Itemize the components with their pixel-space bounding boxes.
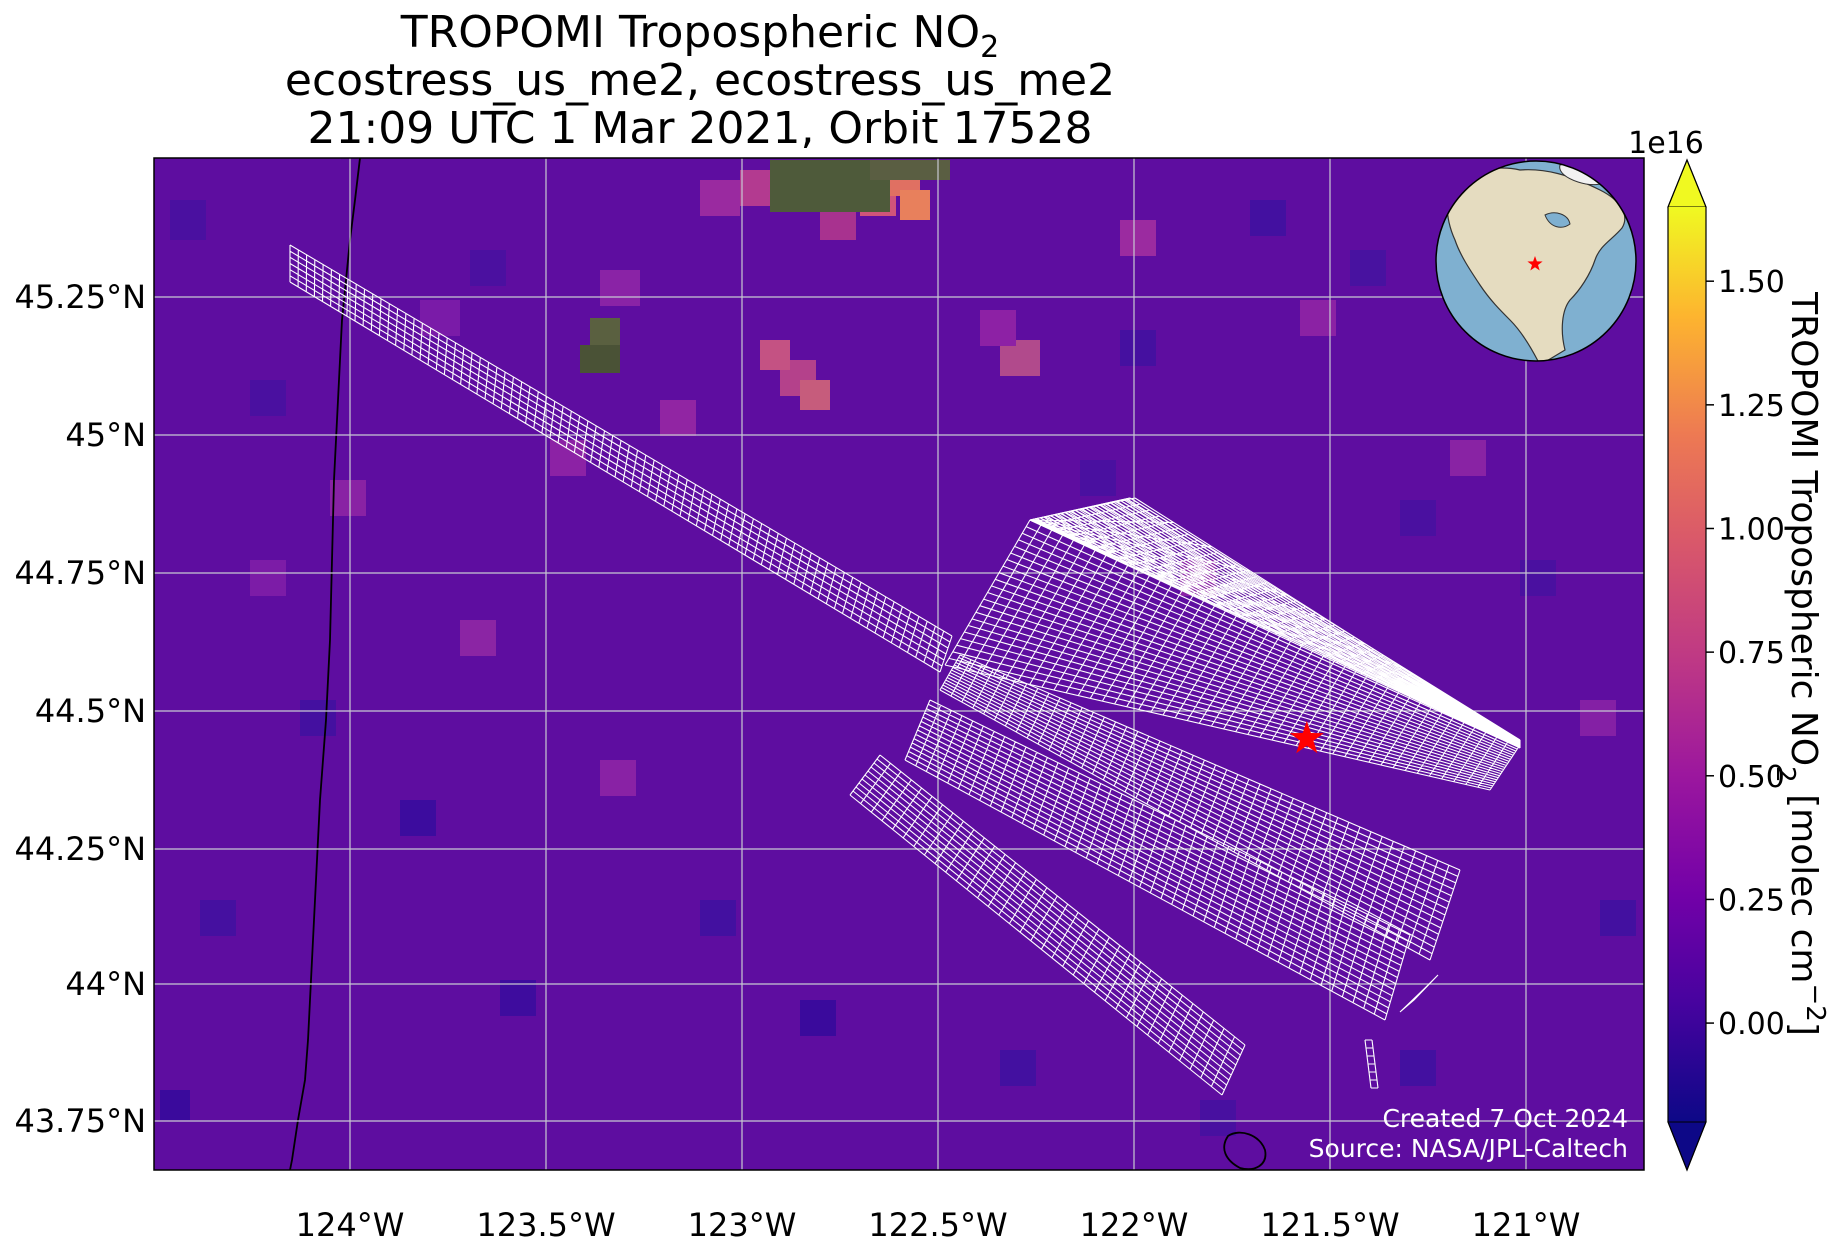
footprint-grid bbox=[289, 244, 953, 673]
credit-created: Created 7 Oct 2024 bbox=[1382, 1104, 1628, 1133]
coastline bbox=[289, 158, 361, 1170]
colorbar-label-sup: −2 bbox=[1800, 984, 1830, 1022]
footprint-grid bbox=[1399, 974, 1439, 1013]
globe-hudson-bay bbox=[1544, 212, 1571, 228]
colorbar-frame bbox=[1667, 158, 1707, 1172]
lat-tick-label: 45.25°N bbox=[14, 278, 146, 316]
colorbar-exponent: 1e16 bbox=[1628, 126, 1704, 161]
colorbar-label-sub: 2 bbox=[1770, 766, 1800, 783]
globe-outline bbox=[1435, 160, 1637, 362]
imagery-patch bbox=[870, 160, 950, 180]
ecostress-footprints bbox=[289, 244, 1521, 1096]
colorbar-tick-label: 0.50 bbox=[1718, 760, 1785, 795]
footprint-grid bbox=[1029, 497, 1521, 743]
title-line-2: ecostress_us_me2, ecostress_us_me2 bbox=[284, 55, 1116, 106]
lon-tick-label: 123.5°W bbox=[476, 1206, 615, 1244]
colorbar-extend-min bbox=[1667, 1121, 1707, 1172]
lake-outline bbox=[1223, 1131, 1267, 1170]
map-area: Source: NASA/JPL-Caltech Created 7 Oct 2… bbox=[154, 158, 1644, 1170]
colorbar-ticks: 0.00 0.25 0.50 0.75 1.00 1.25 1.50 bbox=[1706, 265, 1785, 1042]
colorbar-tick-label: 1.25 bbox=[1718, 389, 1785, 424]
lat-tick-label: 45°N bbox=[65, 416, 146, 454]
longitude-labels: 124°W 123.5°W 123°W 122.5°W 122°W 121.5°W 121°… bbox=[296, 1206, 1581, 1244]
title-line-1: TROPOMI Tropospheric NO2 bbox=[0, 8, 1400, 73]
title-subscript: 2 bbox=[980, 29, 1000, 65]
title-line-3: 21:09 UTC 1 Mar 2021, Orbit 17528 bbox=[307, 103, 1093, 154]
lon-tick-label: 121°W bbox=[1472, 1206, 1581, 1244]
lat-tick-label: 44°N bbox=[65, 965, 146, 1003]
latitude-labels: 45.25°N 45°N 44.75°N 44.5°N 44.25°N 44°N 43.75… bbox=[14, 278, 146, 1140]
lat-tick-label: 44.25°N bbox=[14, 830, 146, 868]
lat-tick-label: 44.75°N bbox=[14, 554, 146, 592]
lat-tick-label: 44.5°N bbox=[35, 692, 146, 730]
footprint-grid bbox=[849, 754, 1246, 1096]
colorbar-extend-max bbox=[1667, 158, 1707, 208]
colorbar-tick-label: 0.25 bbox=[1718, 883, 1785, 918]
footprint-grid bbox=[939, 654, 1461, 961]
title-line-1-text: TROPOMI Tropospheric NO bbox=[400, 7, 981, 58]
globe-marker-star-icon bbox=[1527, 256, 1543, 271]
colorbar-label: TROPOMI Tropospheric NO2 [molec cm−2] bbox=[1770, 291, 1830, 1036]
colorbar-tick-label: 1.50 bbox=[1718, 265, 1785, 300]
colorbar-label-prefix: TROPOMI Tropospheric NO bbox=[1783, 291, 1824, 766]
lat-tick-label: 43.75°N bbox=[14, 1102, 146, 1140]
colorbar-label-mid: [molec cm bbox=[1783, 783, 1824, 984]
map-frame bbox=[153, 157, 1645, 1171]
lon-tick-label: 123°W bbox=[688, 1206, 797, 1244]
colorbar-tick-label: 1.00 bbox=[1718, 512, 1785, 547]
credit-source: Source: NASA/JPL-Caltech bbox=[1309, 1134, 1628, 1163]
footprint-grid bbox=[1364, 1039, 1379, 1089]
colorbar-tick-label: 0.75 bbox=[1718, 636, 1785, 671]
footprint-grid bbox=[944, 519, 1521, 791]
lon-tick-label: 121.5°W bbox=[1260, 1206, 1399, 1244]
colorbar-tick-label: 0.00 bbox=[1718, 1007, 1785, 1042]
lon-tick-label: 124°W bbox=[296, 1206, 405, 1244]
colorbar: 0.00 0.25 0.50 0.75 1.00 1.25 1.50 1e16 TROPOM… bbox=[1628, 126, 1830, 1172]
footprint-grid bbox=[904, 699, 1411, 1021]
lon-tick-label: 122°W bbox=[1080, 1206, 1189, 1244]
lon-tick-label: 122.5°W bbox=[868, 1206, 1007, 1244]
imagery-patch bbox=[580, 345, 620, 373]
colorbar-label-suffix: ] bbox=[1783, 1022, 1824, 1036]
site-marker-star-icon bbox=[1289, 720, 1324, 754]
colorbar-gradient bbox=[1668, 207, 1706, 1122]
